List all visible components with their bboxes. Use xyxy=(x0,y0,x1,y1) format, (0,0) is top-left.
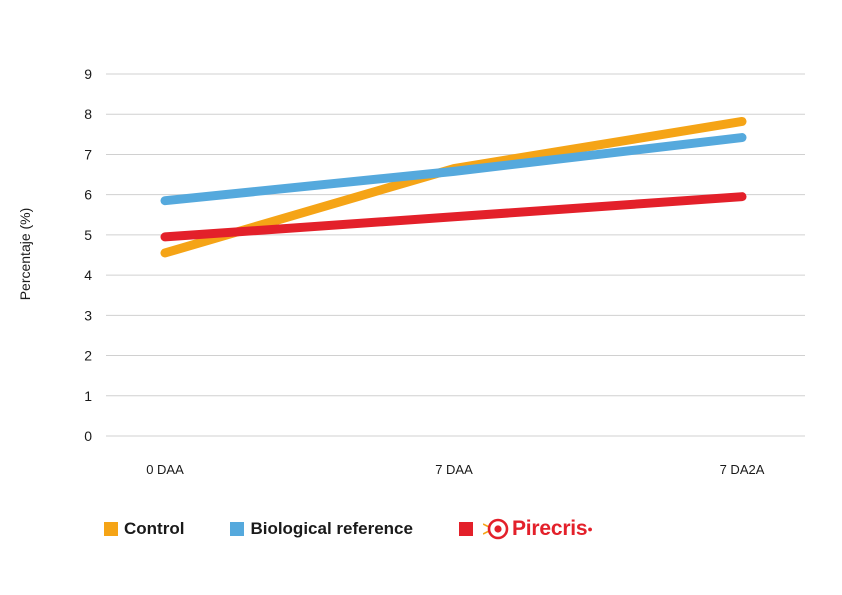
x-tick-label: 7 DA2A xyxy=(720,462,765,477)
legend-item-control: Control xyxy=(104,519,184,539)
pirecris-logo-text: Pirecris xyxy=(511,517,588,540)
series-line-biological-reference xyxy=(160,133,747,206)
legend-swatch-pirecris xyxy=(458,522,473,536)
y-tick-label: 5 xyxy=(84,227,92,243)
legend-label-biological-reference: Biological reference xyxy=(250,519,413,538)
logo-registered-dot: ● xyxy=(587,524,593,534)
legend-swatch-control xyxy=(104,522,118,536)
series-line-pirecris xyxy=(160,192,747,242)
y-tick-label: 2 xyxy=(84,348,92,364)
legend-label-control: Control xyxy=(124,519,185,538)
x-tick-label: 0 DAA xyxy=(146,462,184,477)
x-axis-ticks: 0 DAA 7 DAA 7 DA2A xyxy=(146,462,765,477)
x-tick-label: 7 DAA xyxy=(435,462,473,477)
y-axis-ticks: 0 1 2 3 4 5 6 7 8 9 xyxy=(84,66,92,444)
legend-item-pirecris: Pirecris ● xyxy=(458,517,593,541)
pirecris-logo: Pirecris ● xyxy=(482,517,593,541)
y-tick-label: 7 xyxy=(84,146,92,162)
y-tick-label: 9 xyxy=(84,66,92,82)
y-tick-label: 3 xyxy=(84,307,92,323)
chart-legend: Control Biological reference Pirecris ● xyxy=(104,516,639,542)
y-tick-label: 1 xyxy=(84,388,92,404)
y-tick-label: 8 xyxy=(84,106,92,122)
y-tick-label: 0 xyxy=(84,428,92,444)
legend-item-biological-reference: Biological reference xyxy=(230,519,413,539)
y-axis-label: Percentaje (%) xyxy=(17,208,33,301)
y-tick-label: 4 xyxy=(84,267,92,283)
line-chart: 0 1 2 3 4 5 6 7 8 9 0 DAA 7 DAA 7 DA2A Percentaje (… xyxy=(17,66,805,477)
target-icon xyxy=(482,518,509,540)
series-lines xyxy=(160,116,747,258)
y-tick-label: 6 xyxy=(84,187,92,203)
legend-swatch-biological-reference xyxy=(230,522,245,536)
